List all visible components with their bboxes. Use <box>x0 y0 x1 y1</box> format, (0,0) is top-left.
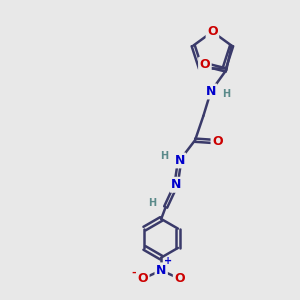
Text: O: O <box>200 58 210 71</box>
Text: N: N <box>206 85 216 98</box>
Text: N: N <box>174 154 185 167</box>
Text: N: N <box>156 264 166 277</box>
Text: O: O <box>137 272 148 285</box>
Text: +: + <box>164 256 172 266</box>
Text: O: O <box>174 272 185 285</box>
Text: O: O <box>207 25 218 38</box>
Text: N: N <box>171 178 181 191</box>
Text: H: H <box>160 151 168 161</box>
Text: H: H <box>148 198 157 208</box>
Text: H: H <box>222 89 230 99</box>
Text: -: - <box>131 268 136 278</box>
Text: O: O <box>212 135 223 148</box>
